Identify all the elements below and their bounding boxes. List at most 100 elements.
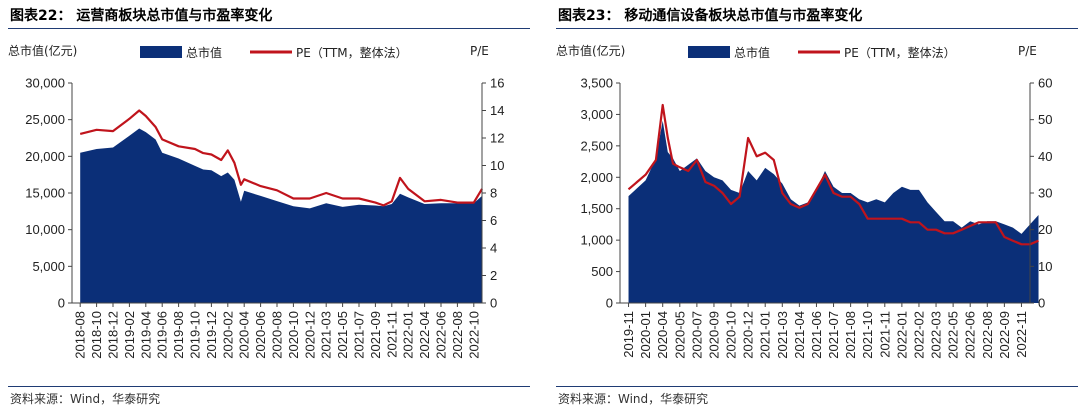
legend-line-label: PE（TTM，整体法） (844, 45, 956, 60)
x-tick-label: 2019-06 (155, 311, 170, 359)
left-tick-label: 2,500 (580, 138, 613, 153)
x-tick-label: 2022-11 (1014, 311, 1029, 358)
x-tick-label: 2019-04 (138, 311, 153, 359)
pe-line (79, 109, 483, 207)
x-tick-label: 2020-06 (253, 311, 268, 359)
x-tick-label: 2020-02 (220, 311, 235, 359)
x-tick-label: 2022-08 (980, 311, 995, 359)
right-tick-label: 60 (1038, 76, 1052, 91)
right-tick-label: 2 (490, 268, 497, 283)
right-tick-label: 20 (1038, 222, 1052, 237)
left-tick-label: 25,000 (25, 112, 65, 127)
x-tick-label: 2022-01 (401, 311, 416, 359)
x-tick-label: 2021-07 (826, 311, 841, 359)
chart-panel-22: 图表22： 运营商板块总市值与市盈率变化 总市值(亿元) P/E 总市值 PE（TTM… (0, 0, 530, 413)
source-note: 资料来源：Wind，华泰研究 (558, 392, 709, 406)
legend-area-label: 总市值 (186, 45, 222, 60)
legend-line-label: PE（TTM，整体法） (296, 45, 408, 60)
left-tick-label: 0 (606, 296, 613, 311)
chart-23: 总市值(亿元) P/E 总市值 PE（TTM，整体法） 0 500 1,000 1,500 2,… (556, 43, 1052, 359)
right-axis-title: P/E (470, 44, 489, 58)
left-tick-label: 1,000 (580, 233, 613, 248)
x-tick-label: 2019-12 (204, 311, 219, 359)
market-cap-area (80, 128, 482, 303)
title-rule (8, 28, 530, 29)
x-tick-label: 2019-11 (621, 311, 636, 358)
x-tick-label: 2019-10 (188, 311, 203, 359)
right-tick-label: 0 (490, 296, 497, 311)
source-rule (556, 386, 1078, 387)
chart-panel-23: 图表23： 移动通信设备板块总市值与市盈率变化 总市值(亿元) P/E 总市值 PE（… (548, 0, 1078, 413)
left-tick-label: 10,000 (25, 222, 65, 237)
x-tick-label: 2021-04 (792, 311, 807, 359)
chart-title: 图表23： 移动通信设备板块总市值与市盈率变化 (558, 8, 863, 24)
right-tick-label: 8 (490, 186, 497, 201)
x-tick-label: 2020-12 (302, 311, 317, 359)
x-tick-label: 2021-05 (335, 311, 350, 359)
x-tick-label: 2019-08 (171, 311, 186, 359)
left-tick-label: 2,000 (580, 170, 613, 185)
x-tick-label: 2022-08 (450, 311, 465, 359)
x-tick-label: 2022-03 (929, 311, 944, 359)
left-tick-label: 30,000 (25, 76, 65, 91)
x-tick-label: 2022-05 (946, 311, 961, 359)
right-tick-label: 14 (490, 103, 504, 118)
x-tick-label: 2020-01 (638, 311, 653, 359)
x-tick-label: 2021-08 (843, 311, 858, 359)
x-tick-label: 2018-10 (89, 311, 104, 359)
right-tick-label: 4 (490, 241, 497, 256)
right-tick-label: 0 (1038, 296, 1045, 311)
market-cap-area (628, 120, 1039, 303)
x-tick-label: 2021-01 (758, 311, 773, 359)
x-tick-label: 2021-11 (877, 311, 892, 358)
x-tick-label: 2021-03 (319, 311, 334, 359)
left-tick-label: 15,000 (25, 186, 65, 201)
left-tick-label: 20,000 (25, 149, 65, 164)
x-tick-label: 2021-10 (860, 311, 875, 359)
x-tick-label: 2018-08 (73, 311, 88, 359)
right-axis-title: P/E (1018, 44, 1037, 58)
left-axis-title: 总市值(亿元) (8, 43, 77, 58)
right-tick-label: 10 (1038, 259, 1052, 274)
x-tick-label: 2020-05 (672, 311, 687, 359)
left-tick-label: 500 (591, 264, 613, 279)
x-tick-label: 2021-07 (352, 311, 367, 359)
x-tick-label: 2022-10 (466, 311, 481, 359)
x-tick-label: 2020-07 (689, 311, 704, 359)
legend-area-swatch (688, 46, 730, 58)
left-tick-label: 3,000 (580, 107, 613, 122)
x-tick-label: 2022-09 (997, 311, 1012, 359)
legend-area-swatch (140, 46, 182, 58)
left-tick-label: 5,000 (32, 259, 65, 274)
x-tick-label: 2019-02 (122, 311, 137, 359)
source-note: 资料来源：Wind，华泰研究 (10, 392, 161, 406)
x-tick-label: 2020-09 (706, 311, 721, 359)
chart-title: 图表22： 运营商板块总市值与市盈率变化 (10, 8, 273, 24)
left-axis-title: 总市值(亿元) (556, 43, 625, 58)
x-tick-label: 2018-12 (106, 311, 121, 359)
left-tick-label: 0 (58, 296, 65, 311)
left-tick-label: 1,500 (580, 201, 613, 216)
x-tick-label: 2022-01 (894, 311, 909, 359)
right-tick-label: 30 (1038, 186, 1052, 201)
x-tick-label: 2022-06 (963, 311, 978, 359)
right-tick-label: 40 (1038, 149, 1052, 164)
right-tick-label: 6 (490, 213, 497, 228)
x-tick-label: 2022-06 (434, 311, 449, 359)
legend-area-label: 总市值 (734, 45, 770, 60)
x-tick-label: 2020-10 (286, 311, 301, 359)
x-tick-label: 2021-09 (368, 311, 383, 359)
x-tick-label: 2022-04 (417, 311, 432, 359)
source-rule (8, 386, 530, 387)
left-tick-label: 3,500 (580, 76, 613, 91)
right-tick-label: 16 (490, 76, 504, 91)
x-tick-label: 2020-10 (724, 311, 739, 359)
x-tick-label: 2020-12 (741, 311, 756, 359)
title-rule (556, 28, 1078, 29)
x-tick-label: 2022-02 (911, 311, 926, 359)
pe-line (627, 103, 1039, 246)
x-tick-label: 2021-11 (384, 311, 399, 358)
chart-22: 总市值(亿元) P/E 总市值 PE（TTM，整体法） 0 5,000 10,000 15,0… (8, 43, 504, 359)
right-tick-label: 12 (490, 131, 504, 146)
x-tick-label: 2021-06 (809, 311, 824, 359)
